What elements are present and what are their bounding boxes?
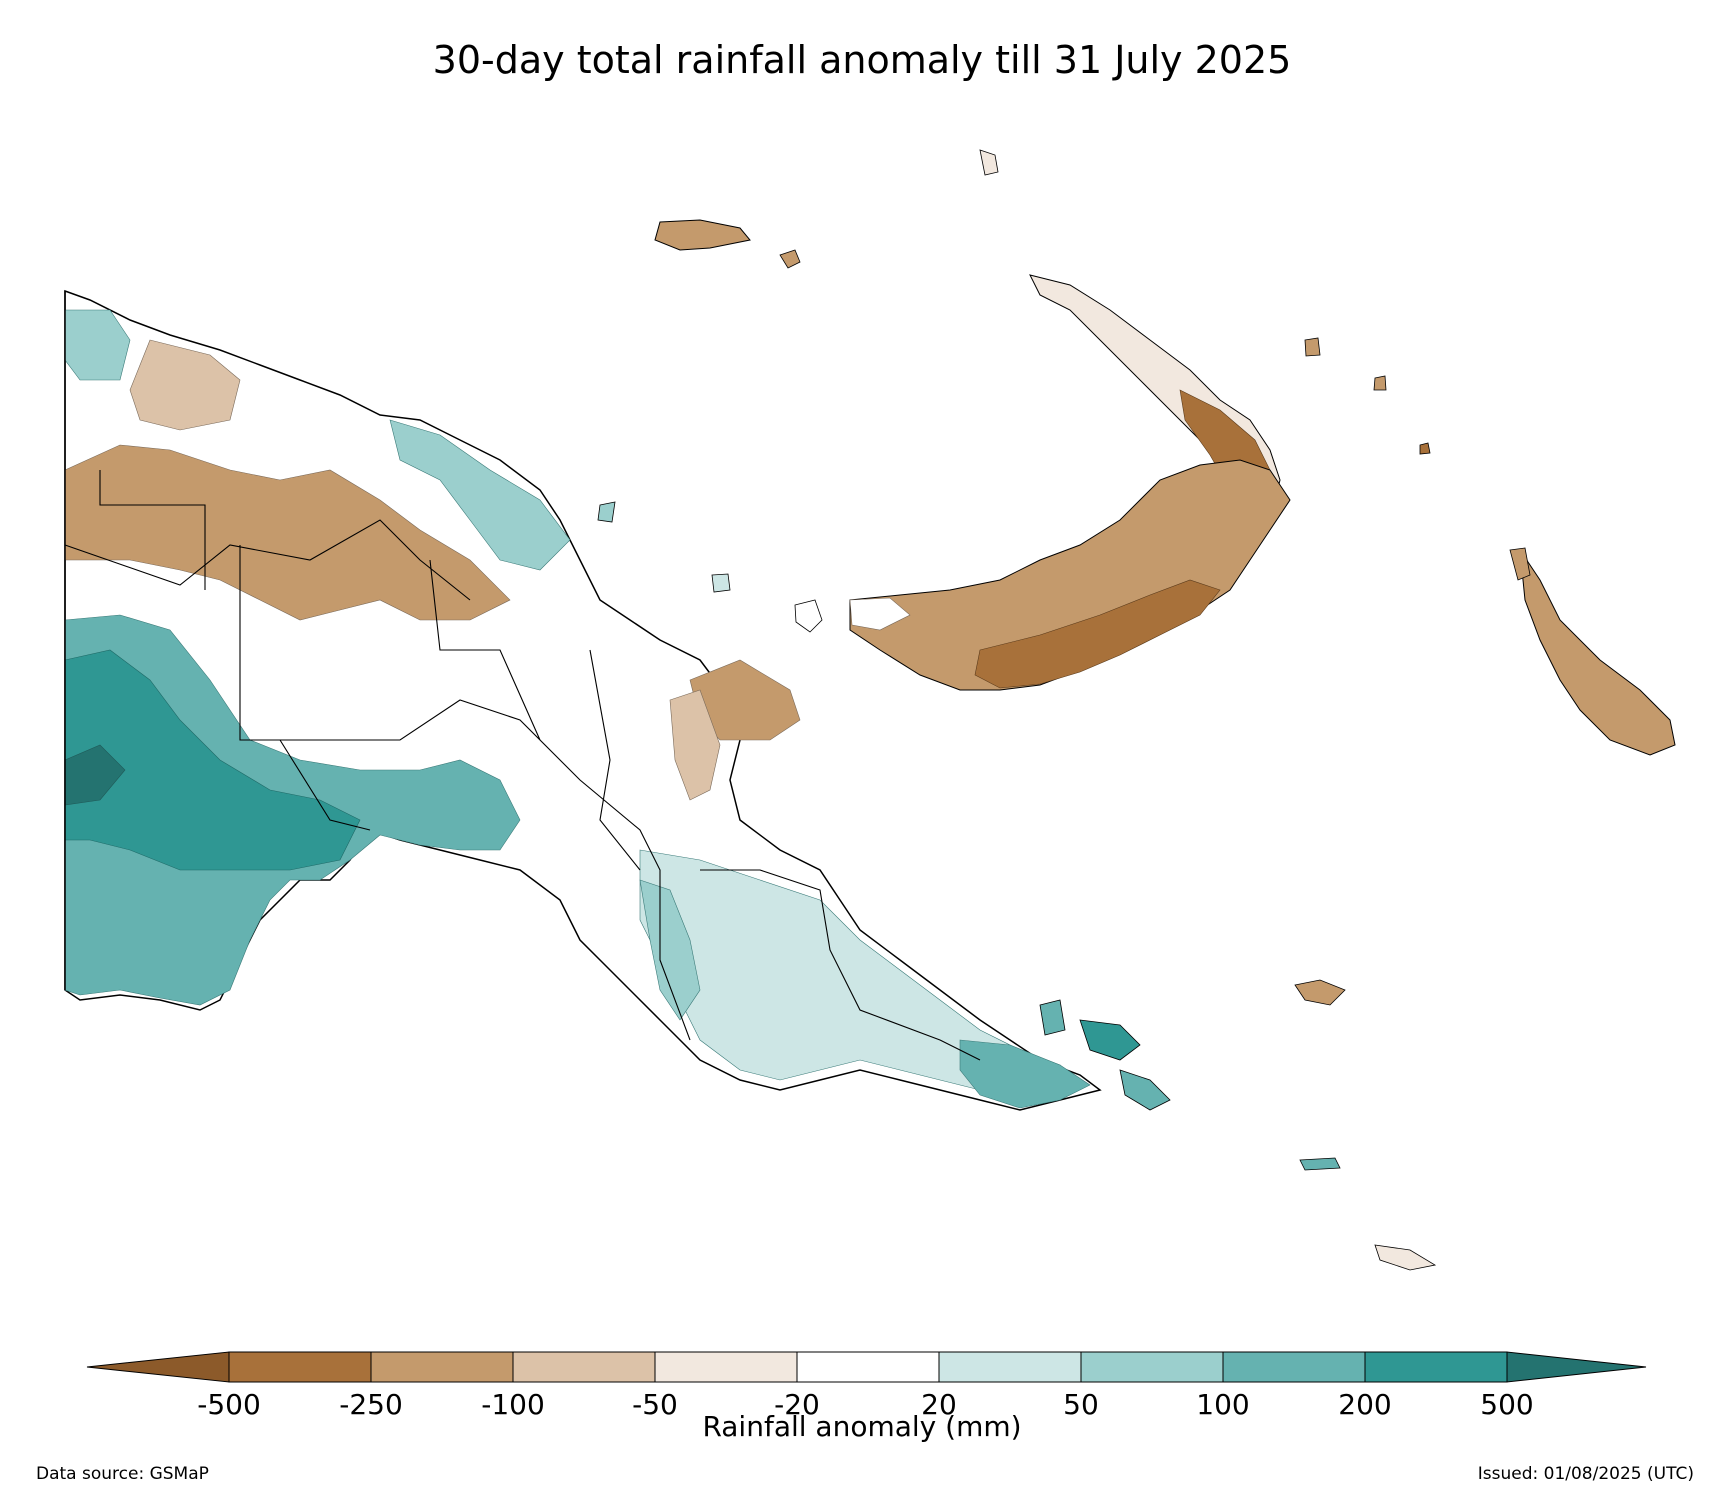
- colorbar-cell: [1222, 1351, 1366, 1383]
- issued-date-note: Issued: 01/08/2025 (UTC): [1477, 1464, 1694, 1484]
- bougainville: [1519, 549, 1676, 756]
- colorbar-cell: [370, 1351, 514, 1383]
- colorbar-over-triangle: [1506, 1351, 1647, 1383]
- colorbar-tick-label: 100: [1196, 1388, 1249, 1421]
- normanby-island: [1119, 1069, 1171, 1111]
- colorbar-under-triangle: [86, 1351, 230, 1383]
- anomaly-wet-north-coast: [389, 419, 571, 571]
- mussau-island: [979, 149, 999, 176]
- colorbar-tick-label: -20: [774, 1388, 820, 1421]
- rossel-island: [1374, 1244, 1437, 1271]
- new-britain-west-tip: [849, 597, 911, 631]
- rainfall-anomaly-map: [64, 149, 1676, 1271]
- manus-island: [654, 219, 751, 251]
- anomaly-very-wet-southwest: [64, 649, 361, 871]
- colorbar-tick-label: 50: [1063, 1388, 1099, 1421]
- new-britain-very-dry: [974, 579, 1221, 689]
- anomaly-wet-southeast-tip: [959, 1039, 1091, 1109]
- colorbar-tick-label: -500: [197, 1388, 261, 1421]
- colorbar-cell: [796, 1351, 940, 1383]
- tabar-island: [1373, 375, 1387, 391]
- colorbar-tick-label: -50: [632, 1388, 678, 1421]
- goodenough-island: [1039, 999, 1066, 1036]
- colorbar-cell: [1364, 1351, 1508, 1383]
- province-borders: [64, 470, 981, 1061]
- colorbar-cell: [938, 1351, 1082, 1383]
- anomaly-wet-gulf: [639, 879, 701, 1021]
- mainland-png: [64, 289, 1102, 1111]
- colorbar-cell: [228, 1351, 372, 1383]
- manus-east-islet: [779, 249, 801, 269]
- colorbar-tick-label: 500: [1480, 1388, 1533, 1421]
- anomaly-slight-dry-north: [129, 339, 241, 431]
- long-island: [794, 599, 823, 633]
- anomaly-dry-northwest: [64, 444, 511, 621]
- feni-island: [1419, 442, 1431, 455]
- data-source-note: Data source: GSMaP: [36, 1464, 209, 1484]
- colorbar-tick-label: -100: [481, 1388, 545, 1421]
- colorbar-label: Rainfall anomaly (mm): [702, 1410, 1022, 1443]
- colorbar-tick-label: -250: [339, 1388, 403, 1421]
- colorbar-cell: [512, 1351, 656, 1383]
- new-britain: [849, 459, 1291, 691]
- fergusson-island: [1079, 1019, 1141, 1061]
- colorbar-cell: [1080, 1351, 1224, 1383]
- karkar-islet: [711, 573, 731, 593]
- buka-island: [1509, 547, 1531, 581]
- trobriand-island: [1294, 979, 1346, 1006]
- umboi-islet: [597, 501, 616, 523]
- colorbar-tick-label: 20: [921, 1388, 957, 1421]
- map-title: 30-day total rainfall anomaly till 31 Ju…: [432, 38, 1292, 82]
- lihir-island: [1304, 337, 1321, 357]
- colorbar-cell: [654, 1351, 798, 1383]
- colorbar: -500 -250 -100 -50 -20 20 50 100 200 500: [86, 1351, 1647, 1421]
- misima-island: [1299, 1157, 1341, 1171]
- colorbar-tick-label: 200: [1338, 1388, 1391, 1421]
- anomaly-slight-dry-huon-ring: [669, 689, 721, 801]
